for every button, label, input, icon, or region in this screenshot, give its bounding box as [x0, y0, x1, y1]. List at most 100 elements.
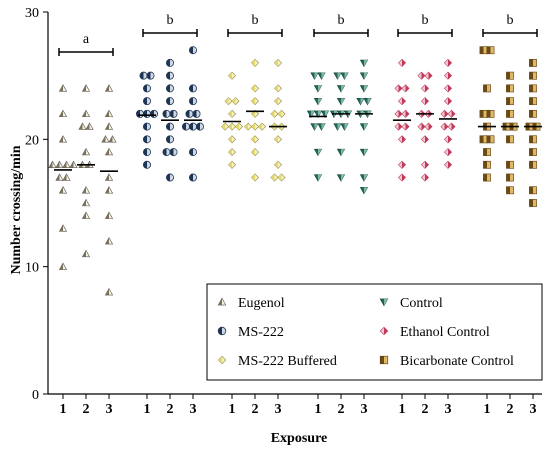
data-point	[224, 97, 233, 106]
y-tick-label: 20	[25, 133, 39, 148]
data-point	[340, 72, 349, 80]
data-point	[227, 160, 237, 169]
data-point	[401, 122, 410, 131]
y-tick-label: 0	[32, 388, 39, 403]
data-point	[447, 109, 456, 118]
data-point	[142, 84, 151, 93]
significance-letter: b	[507, 13, 514, 28]
data-point	[420, 135, 430, 144]
data-point	[188, 173, 197, 182]
data-point	[443, 58, 453, 67]
data-point	[48, 160, 57, 168]
x-tick-label: 3	[445, 402, 452, 417]
data-point	[397, 97, 407, 106]
data-point	[529, 160, 537, 169]
data-point	[359, 85, 369, 93]
data-point	[277, 173, 286, 182]
data-point	[336, 97, 346, 106]
data-point	[58, 186, 68, 194]
data-point	[81, 147, 91, 156]
data-point	[188, 122, 197, 131]
data-point	[165, 71, 174, 80]
data-point	[333, 72, 342, 80]
data-point	[313, 85, 323, 93]
data-point	[195, 122, 204, 131]
data-point	[250, 84, 260, 93]
legend-label: Control	[400, 296, 443, 311]
data-point	[234, 122, 244, 131]
data-point	[188, 84, 197, 93]
data-point	[356, 97, 365, 106]
data-point	[529, 199, 537, 207]
x-tick-label: 3	[106, 402, 113, 417]
data-point	[142, 160, 151, 169]
data-point	[139, 71, 148, 80]
legend-marker	[217, 297, 227, 306]
x-tick-label: 1	[229, 402, 236, 417]
means-layer	[54, 110, 542, 172]
data-point	[142, 135, 151, 144]
data-point	[313, 97, 323, 106]
data-point	[231, 97, 240, 106]
data-point	[188, 97, 197, 106]
data-point	[359, 59, 369, 68]
data-point	[401, 84, 410, 93]
data-point	[483, 160, 491, 169]
data-point	[165, 122, 174, 131]
data-point	[250, 97, 260, 106]
data-point	[108, 135, 117, 143]
legend-label: Eugenol	[238, 296, 285, 311]
data-point	[310, 123, 319, 131]
data-point	[181, 122, 190, 131]
data-point	[440, 109, 449, 118]
data-point	[101, 135, 110, 143]
data-point	[479, 109, 488, 118]
data-point	[135, 109, 144, 118]
data-point	[104, 236, 114, 245]
data-point	[359, 123, 369, 131]
data-point	[142, 122, 151, 131]
legend-label: Bicarbonate Control	[400, 354, 514, 369]
data-point	[310, 72, 319, 80]
x-tick-label: 3	[530, 402, 537, 417]
data-point	[506, 97, 514, 106]
data-point	[227, 109, 237, 118]
significance-layer: a b b b b b	[58, 13, 538, 56]
data-point	[420, 97, 430, 106]
data-point	[486, 46, 495, 55]
data-point	[443, 71, 453, 80]
data-point	[142, 148, 151, 157]
data-point	[479, 135, 488, 144]
data-point	[227, 148, 237, 157]
data-point	[417, 122, 426, 131]
significance-letter: b	[167, 13, 174, 28]
data-point	[273, 135, 283, 144]
data-point	[424, 71, 433, 80]
data-point	[185, 109, 194, 118]
data-point	[55, 160, 64, 168]
data-point	[81, 198, 91, 207]
data-point	[273, 84, 283, 93]
x-tick-label: 2	[338, 402, 345, 417]
x-tick-label: 3	[275, 402, 282, 417]
data-point	[104, 147, 114, 156]
data-point	[397, 135, 407, 144]
x-axis-title: Exposure	[271, 431, 328, 446]
legend-marker	[379, 355, 389, 365]
data-point	[486, 135, 495, 144]
data-point	[104, 186, 114, 194]
data-point	[58, 135, 68, 143]
data-point	[58, 262, 68, 270]
data-point	[250, 58, 260, 67]
data-point	[142, 109, 151, 118]
data-point	[81, 211, 91, 219]
data-point	[270, 173, 279, 182]
data-point	[165, 84, 174, 93]
data-point	[340, 123, 349, 131]
data-point	[506, 160, 514, 169]
x-tick-label: 3	[361, 402, 368, 417]
data-point	[317, 123, 326, 131]
data-point	[417, 71, 426, 80]
data-point	[165, 135, 174, 144]
data-point	[506, 84, 514, 93]
